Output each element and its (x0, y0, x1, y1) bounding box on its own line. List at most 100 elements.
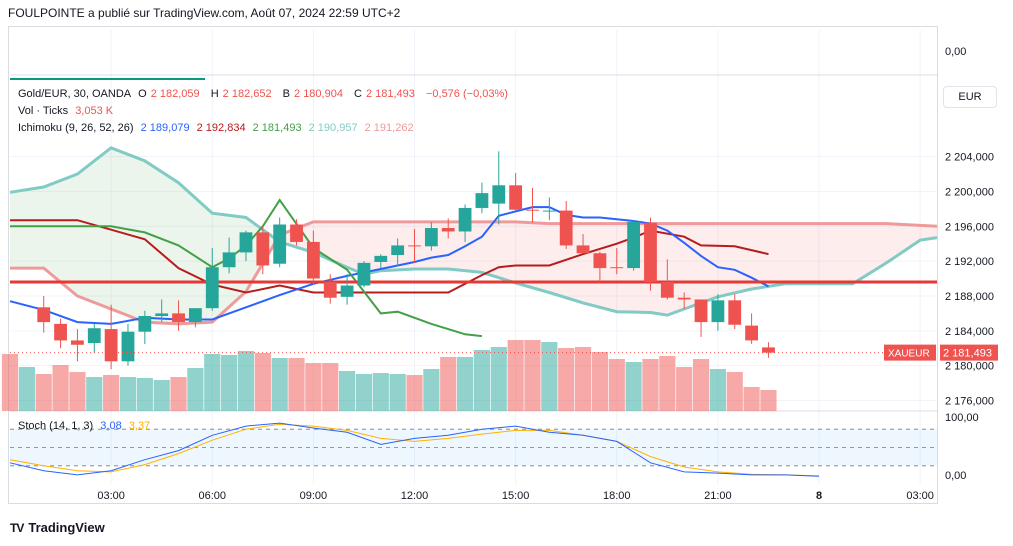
volume-bar (743, 387, 760, 411)
cloud-fill (848, 223, 853, 284)
candle-body (290, 224, 303, 242)
candle-body (138, 316, 152, 332)
cloud-fill (679, 223, 685, 311)
ichimoku-label[interactable]: Ichimoku (9, 26, 52, 26) (18, 122, 134, 134)
volume-bar (473, 350, 491, 411)
cloud-fill (31, 188, 36, 269)
stoch-label[interactable]: Stoch (14, 1, 3) (18, 420, 94, 432)
stoch-d-value: 3,37 (128, 420, 151, 432)
cloud-fill (465, 221, 470, 272)
o-label: O (138, 88, 147, 100)
cloud-fill (14, 190, 19, 269)
candle-body (121, 331, 135, 362)
tenkan-value: 2 189,079 (140, 122, 190, 134)
cloud-fill (102, 151, 107, 308)
volume-axis-label: 0,00 (945, 46, 966, 58)
cloud-fill (696, 223, 702, 305)
cloud-fill (717, 223, 723, 297)
cloud-fill (60, 178, 65, 286)
cloud-fill (511, 221, 516, 283)
cloud-fill (701, 223, 706, 303)
cloud-fill (831, 223, 836, 284)
candle-body (677, 297, 691, 300)
cloud-fill (608, 223, 613, 311)
cloud-fill (903, 224, 908, 252)
volume-bar (86, 377, 103, 411)
time-axis-label: 15:00 (502, 490, 530, 502)
volume-bar (524, 340, 541, 411)
cloud-fill (321, 221, 327, 258)
candle-body (458, 207, 472, 232)
volume-bar (69, 372, 86, 411)
cloud-fill (705, 223, 710, 302)
volume-bar (187, 368, 204, 411)
cloud-fill (835, 223, 841, 284)
currency-selector[interactable]: EUR (943, 86, 997, 108)
cloud-fill (498, 221, 503, 279)
volume-bar (271, 358, 288, 411)
volume-label[interactable]: Vol · Ticks (18, 105, 69, 117)
cloud-fill (199, 201, 204, 323)
volume-bar (119, 377, 137, 411)
cloud-fill (692, 223, 697, 306)
candle-body (306, 241, 320, 279)
cloud-fill (448, 221, 453, 270)
cloud-fill (56, 180, 61, 283)
volume-bar (406, 375, 423, 411)
candle-body (104, 329, 118, 362)
chart-frame (8, 26, 938, 504)
candle-body (391, 245, 405, 256)
candle-body (610, 267, 624, 269)
h-label: H (210, 88, 219, 100)
volume-bar (103, 375, 120, 411)
cloud-fill (878, 223, 883, 269)
cloud-fill (140, 159, 145, 323)
cloud-fill (486, 221, 491, 276)
cloud-fill (810, 223, 815, 284)
candle-body (87, 328, 101, 344)
cloud-fill (907, 224, 912, 249)
cloud-fill (802, 223, 807, 284)
candle-body (273, 224, 287, 264)
cloud-fill (793, 223, 798, 284)
cloud-fill (920, 225, 925, 241)
cloud-fill (182, 186, 187, 324)
volume-bar (692, 359, 710, 411)
candle-body (256, 232, 270, 266)
cloud-fill (47, 183, 53, 276)
cloud-fill (519, 222, 525, 286)
volume-bar (136, 378, 153, 411)
cloud-fill (363, 221, 369, 275)
volume-bar (153, 380, 170, 411)
cloud-fill (507, 221, 512, 282)
candle-body (728, 300, 742, 325)
cloud-fill (18, 190, 23, 269)
cloud-fill (90, 160, 95, 303)
symbol-name[interactable]: Gold/EUR, 30, OANDA (18, 88, 132, 100)
cloud-fill (785, 223, 790, 284)
cloud-fill (22, 189, 27, 269)
time-axis-label: 06:00 (198, 490, 226, 502)
price-tag: 2 181,493 (943, 348, 992, 360)
candle-body (188, 308, 202, 323)
cloud-fill (667, 223, 672, 316)
cloud-fill (928, 225, 933, 239)
cloud-fill (52, 182, 57, 279)
candle-body (424, 228, 438, 247)
cloud-fill (899, 224, 904, 255)
tradingview-footer[interactable]: TV TradingView (10, 520, 105, 535)
cloud-fill (456, 221, 461, 271)
cloud-fill (77, 170, 82, 298)
cloud-fill (161, 171, 166, 324)
cloud-fill (186, 190, 192, 324)
cloud-fill (368, 221, 373, 274)
candle-body (239, 232, 253, 253)
open-value: 2 182,059 (150, 88, 200, 100)
cloud-fill (81, 167, 86, 300)
candle-body (526, 209, 539, 211)
b-label: B (282, 88, 291, 100)
volume-bar (355, 374, 373, 411)
cloud-fill (776, 223, 782, 286)
volume-bar (709, 369, 726, 411)
